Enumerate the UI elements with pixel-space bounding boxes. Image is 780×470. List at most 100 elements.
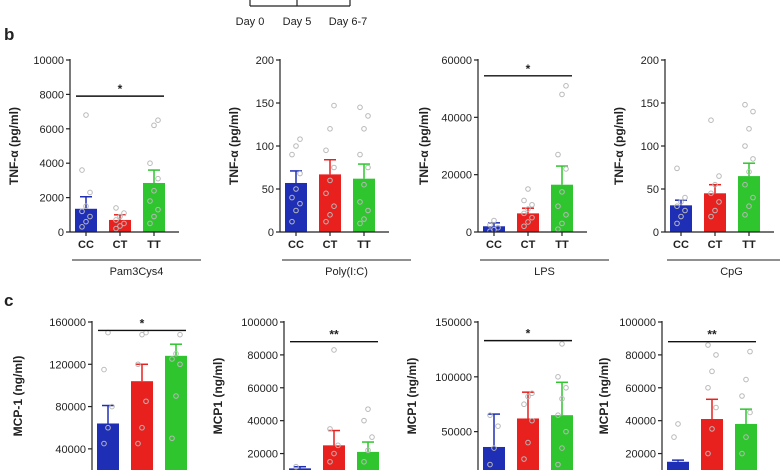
- data-point-TT: [361, 216, 367, 222]
- group-label: Poly(I:C): [325, 266, 368, 278]
- data-point-CC: [79, 224, 85, 230]
- data-point-CC: [495, 224, 501, 231]
- data-point-TT: [555, 203, 561, 209]
- timeline-label-day6-7: Day 6-7: [329, 16, 368, 28]
- y-tick-label: 60000: [247, 383, 278, 395]
- data-point-CC: [491, 445, 497, 451]
- data-point-TT: [742, 101, 748, 108]
- data-point-CT: [117, 223, 123, 229]
- timeline: Day 0 Day 5 Day 6-7: [236, 0, 368, 28]
- data-point-CC: [83, 112, 89, 118]
- bar-CC: [75, 208, 97, 232]
- data-point-TT: [361, 181, 367, 188]
- data-point-TT: [361, 458, 367, 465]
- bar-CT: [517, 213, 539, 232]
- data-point-TT: [147, 220, 153, 227]
- data-point-CC: [495, 423, 501, 429]
- y-tick-label: 100: [256, 141, 274, 153]
- data-point-CT: [529, 417, 535, 424]
- chart-3: 0 20000 40000 60000 TNF-α (pg/ml) CC CT TT LPS *: [417, 55, 609, 278]
- data-point-TT: [155, 206, 161, 213]
- bar-CC: [285, 182, 307, 232]
- bar-TT: [353, 178, 375, 232]
- bar-CC: [97, 423, 119, 470]
- data-point-CT: [121, 210, 127, 216]
- group-label: Pam3Cys4: [110, 266, 164, 278]
- data-point-TT: [739, 450, 745, 457]
- data-point-CT: [705, 450, 711, 457]
- y-tick-label: 20000: [441, 170, 472, 182]
- y-tick-label: 150000: [435, 317, 472, 329]
- data-point-CT: [716, 173, 722, 179]
- bar-TT: [735, 423, 757, 470]
- data-point-CT: [331, 203, 337, 209]
- y-tick-label: 40000: [441, 112, 472, 124]
- significance-label: **: [707, 328, 717, 342]
- data-point-CT: [713, 352, 719, 358]
- bar-CC: [483, 226, 505, 232]
- data-point-CC: [293, 463, 299, 470]
- data-point-CT: [529, 390, 535, 397]
- data-point-CT: [113, 225, 119, 232]
- data-point-CC: [675, 421, 681, 427]
- x-tick-label-CC: CC: [486, 239, 502, 251]
- bars-group: [670, 101, 760, 232]
- chart-7: 50000 100000 150000 MCP1 (ng/ml) *: [405, 317, 573, 470]
- data-point-CT: [143, 398, 149, 405]
- x-tick-label-CT: CT: [521, 239, 536, 251]
- data-point-CC: [293, 143, 299, 149]
- x-tick-label-CT: CT: [708, 239, 723, 251]
- y-tick-label: 150: [256, 98, 274, 110]
- y-tick-label: 80000: [55, 402, 86, 414]
- data-point-CT: [525, 439, 531, 446]
- data-point-CC: [297, 170, 303, 177]
- data-point-TT: [559, 220, 565, 227]
- x-tick-label-TT: TT: [357, 239, 371, 251]
- bar-TT: [551, 415, 573, 470]
- data-point-TT: [357, 220, 363, 227]
- data-point-CC: [487, 222, 493, 228]
- data-point-TT: [747, 409, 753, 416]
- data-point-TT: [177, 331, 183, 338]
- bar-TT: [165, 355, 187, 470]
- data-point-TT: [746, 203, 752, 209]
- data-point-CT: [323, 218, 329, 225]
- data-point-CT: [525, 393, 531, 400]
- data-point-TT: [739, 393, 745, 399]
- data-point-CC: [293, 207, 299, 214]
- data-point-TT: [151, 122, 157, 129]
- x-tick-label-CC: CC: [288, 239, 304, 251]
- data-point-CC: [682, 194, 688, 201]
- chart-6: 20000 40000 60000 80000 100000 MCP1 (ng/ml) **: [211, 317, 379, 470]
- y-tick-label: 6000: [40, 124, 64, 136]
- data-point-TT: [555, 461, 561, 468]
- bars-group: [97, 329, 187, 470]
- bars-group: [289, 347, 379, 470]
- data-point-CT: [139, 424, 145, 431]
- data-point-TT: [742, 143, 748, 149]
- group-label: CpG: [720, 266, 743, 278]
- data-point-TT: [365, 447, 371, 454]
- y-tick-label: 60000: [441, 55, 472, 67]
- y-tick-label: 100: [641, 141, 659, 153]
- data-point-CT: [705, 384, 711, 391]
- bars-group: [483, 341, 573, 470]
- data-point-TT: [743, 376, 749, 383]
- data-point-CT: [327, 426, 333, 432]
- data-point-TT: [177, 361, 183, 368]
- bar-CT: [319, 174, 341, 232]
- data-point-CC: [487, 461, 493, 468]
- y-tick-label: 100000: [619, 317, 656, 329]
- data-point-TT: [747, 348, 753, 355]
- panel-letter-b: b: [4, 25, 14, 44]
- data-point-CC: [674, 220, 680, 227]
- data-point-TT: [750, 156, 756, 162]
- data-point-CT: [716, 199, 722, 205]
- significance-label: *: [526, 327, 531, 341]
- data-point-CC: [293, 186, 299, 192]
- timeline-label-day0: Day 0: [236, 16, 265, 28]
- data-point-TT: [742, 212, 748, 218]
- data-point-CC: [101, 440, 107, 447]
- data-point-CC: [79, 208, 85, 215]
